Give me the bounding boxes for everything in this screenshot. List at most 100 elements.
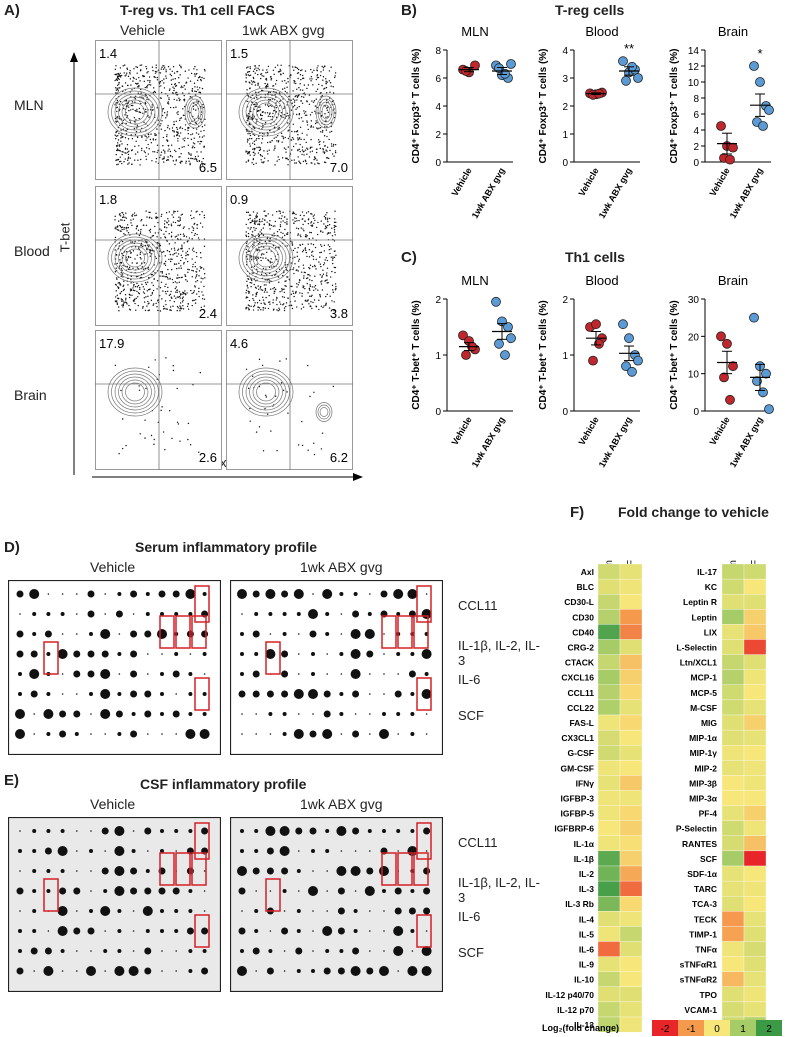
- heatmap-cell: [743, 956, 767, 972]
- heatmap-row-label: PF-4: [699, 809, 718, 819]
- highlight-box: [416, 677, 432, 711]
- x-category-label: Vehicle: [577, 166, 601, 198]
- heatmap-cell: [597, 669, 621, 685]
- heatmap-row-label: CRG-2: [568, 643, 595, 653]
- heatmap-cell: [721, 729, 745, 746]
- y-tick-label: 0: [693, 158, 699, 169]
- highlight-box: [381, 852, 397, 886]
- heatmap-cell: [743, 775, 767, 791]
- heatmap-cell: [721, 563, 745, 580]
- heatmap-cell: [721, 760, 745, 776]
- y-tick-label: 8: [435, 46, 441, 57]
- heatmap-row-label: BLC: [577, 582, 594, 592]
- facs-plot: 1.5 7.0: [226, 40, 353, 180]
- heatmap-cell: [619, 1001, 643, 1018]
- heatmap-cell: [619, 835, 643, 852]
- heatmap-cell: [597, 760, 621, 776]
- heatmap-cell: [597, 775, 621, 791]
- panel-c-title: Th1 cells: [565, 249, 625, 265]
- heatmap-cell: [743, 563, 767, 580]
- highlight-box: [43, 641, 59, 675]
- heatmap-row-label: IL-1α: [574, 839, 595, 849]
- heatmap-cell: [619, 714, 643, 731]
- heatmap-row-label: IL-5: [579, 929, 594, 939]
- heatmap-row-label: TNFα: [695, 945, 718, 955]
- heatmap-cell: [721, 835, 745, 852]
- heatmap-cell: [743, 986, 767, 1003]
- heatmap-row-label: MIP-2: [694, 763, 717, 773]
- array-spots: [15, 589, 210, 739]
- y-axis-label: CD4⁺ Foxp3⁺ T cells (%): [411, 48, 422, 163]
- quadrant-top-left-value: 1.8: [99, 192, 117, 207]
- heatmap-cell: [597, 986, 621, 1003]
- heatmap-row-label: P-Selectin: [676, 824, 717, 834]
- y-tick-label: 0: [562, 158, 568, 169]
- x-category-label: Vehicle: [450, 415, 474, 447]
- heatmap-cell: [721, 971, 745, 987]
- facs-events: [238, 64, 337, 166]
- y-tick-label: 3: [562, 74, 568, 85]
- heatmap-cell: [743, 654, 767, 670]
- y-tick-label: 2: [693, 142, 699, 153]
- heatmap-row-label: IGFBRP-6: [554, 824, 594, 834]
- highlight-box: [194, 822, 210, 860]
- data-point: [506, 333, 516, 344]
- panel-f-title: Fold change to vehicle: [618, 504, 769, 520]
- heatmap-cell: [619, 578, 643, 595]
- array-annotation: IL-1β, IL-2, IL-3: [458, 875, 540, 905]
- highlight-box: [416, 822, 432, 860]
- legend-value: 2: [766, 1024, 772, 1035]
- heatmap-cell: [743, 684, 767, 701]
- heatmap-cell: [743, 865, 767, 882]
- x-category-label: 1wk ABX gvg: [470, 415, 507, 469]
- data-point: [719, 372, 729, 383]
- heatmap-cell: [619, 911, 643, 927]
- heatmap-row-label: TIMP-1: [689, 929, 717, 939]
- highlight-box: [194, 914, 210, 948]
- y-tick-label: 4: [562, 46, 568, 57]
- heatmap-cell: [619, 805, 643, 821]
- heatmap-cell: [721, 941, 745, 957]
- heatmap-row-label: IL-1β: [574, 854, 594, 864]
- data-point: [458, 330, 468, 341]
- heatmap-cell: [721, 896, 745, 912]
- heatmap-cell: [597, 865, 621, 882]
- y-tick-label: 4: [693, 126, 699, 137]
- heatmap-cell: [721, 926, 745, 942]
- dotplot-title: MLN: [461, 24, 488, 39]
- data-point: [725, 154, 735, 165]
- data-point: [633, 355, 643, 366]
- data-point: [761, 368, 771, 379]
- dotplot-title: Blood: [585, 24, 618, 39]
- y-tick-label: 30: [688, 295, 700, 306]
- quadrant-top-left-value: 1.4: [99, 46, 117, 61]
- quadrant-top-left-value: 4.6: [230, 336, 248, 351]
- panel-f: F) Fold change to vehicle SerumCSFAxlBLC…: [540, 500, 787, 1037]
- dotplot-title: Blood: [585, 273, 618, 288]
- heatmap-cell: [721, 911, 745, 927]
- heatmap-cell: [721, 956, 745, 972]
- heatmap-cell: [743, 971, 767, 987]
- y-tick-label: 0: [562, 407, 568, 418]
- heatmap-cell: [743, 760, 767, 776]
- heatmap-cell: [619, 790, 643, 806]
- facs-row-blood: Blood: [14, 243, 50, 259]
- heatmap-cell: [597, 729, 621, 746]
- heatmap-cell: [619, 654, 643, 670]
- heatmap-row-label: CD30-L: [564, 597, 594, 607]
- heatmap-row-label: CCL11: [568, 688, 595, 698]
- legend-value: -2: [661, 1024, 670, 1035]
- heatmap-cell: [743, 624, 767, 640]
- y-axis-label: CD4⁺ Foxp3⁺ T cells (%): [538, 48, 549, 163]
- data-point: [728, 142, 738, 153]
- dotplot-title: Brain: [718, 24, 748, 39]
- dotplot-title: Brain: [718, 273, 748, 288]
- heatmap-cell: [721, 594, 745, 610]
- facs-axes: [70, 52, 363, 481]
- data-point: [627, 366, 637, 377]
- dotplot-brain: Brain 0 2 4 6 8 10 12 14 CD4⁺ Foxp3⁺ T cells (%) *…: [669, 24, 774, 220]
- heatmap-row-label: IL-17: [697, 567, 717, 577]
- facs-y-axis-label: T-bet: [57, 222, 73, 253]
- heatmap-row-label: Axl: [581, 567, 594, 577]
- data-point: [633, 73, 643, 83]
